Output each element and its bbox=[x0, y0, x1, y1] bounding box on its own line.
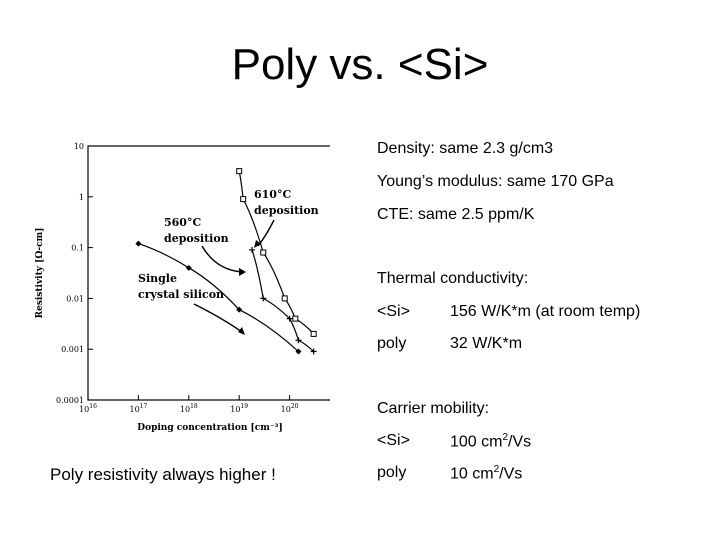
data-point-0 bbox=[240, 196, 247, 203]
x-tick-base: 10 bbox=[79, 405, 89, 414]
annotation-610c-line2: deposition bbox=[254, 204, 319, 217]
thermal-si-label: <Si> bbox=[377, 303, 410, 320]
x-axis-label: Doping concentration [cm⁻³] bbox=[137, 423, 282, 433]
cte-text: CTE: same 2.5 ppm/K bbox=[377, 206, 535, 223]
plot-frame bbox=[87, 145, 330, 401]
x-tick-exponent: 17 bbox=[140, 403, 148, 410]
arrow-single bbox=[193, 303, 243, 333]
y-tick-label: 0.001 bbox=[61, 345, 84, 354]
youngs-modulus-text: Young’s modulus: same 170 GPa bbox=[377, 173, 614, 190]
x-tick-exponent: 19 bbox=[240, 403, 248, 410]
data-point-1 bbox=[286, 315, 293, 322]
thermal-heading: Thermal conductivity: bbox=[377, 270, 529, 287]
mobility-heading: Carrier mobility: bbox=[377, 400, 490, 417]
density-text: Density: same 2.3 g/cm3 bbox=[377, 140, 554, 157]
x-tick-exponent: 16 bbox=[89, 403, 97, 410]
chart-caption: Poly resistivity always higher ! bbox=[50, 465, 276, 484]
mobility-poly-label: poly bbox=[377, 464, 407, 481]
x-tick-exponent: 20 bbox=[291, 403, 299, 410]
data-point-2 bbox=[185, 264, 192, 271]
y-axis-label: Resistivity [Ω-cm] bbox=[35, 228, 45, 319]
data-point-0 bbox=[292, 315, 299, 322]
thermal-poly-value: 32 W/K*m bbox=[450, 335, 523, 352]
x-tick-label: 1019 bbox=[230, 403, 248, 414]
annotation-610c: 610°C deposition bbox=[254, 188, 319, 217]
data-point-0 bbox=[236, 168, 243, 175]
data-point-1 bbox=[310, 348, 317, 355]
annotation-560c-line2: deposition bbox=[164, 232, 229, 245]
x-tick-base: 10 bbox=[129, 405, 139, 414]
data-point-0 bbox=[310, 330, 317, 337]
data-point-0 bbox=[260, 249, 267, 256]
x-tick-label: 1016 bbox=[79, 403, 97, 414]
annotation-single-line1: Single bbox=[138, 272, 177, 285]
x-tick-label: 1018 bbox=[180, 403, 198, 414]
mobility-poly-value: 10 cm2/Vs bbox=[450, 464, 523, 483]
x-tick-exponent: 18 bbox=[190, 403, 198, 410]
arrow-610c bbox=[257, 219, 275, 247]
data-point-2 bbox=[135, 240, 142, 247]
annotation-single-line2: crystal silicon bbox=[138, 288, 224, 301]
y-tick-label: 0.01 bbox=[66, 294, 84, 303]
y-tick-label: 0.1 bbox=[71, 244, 84, 253]
arrow-560c bbox=[201, 245, 243, 273]
data-point-1 bbox=[295, 337, 302, 344]
thermal-si-value: 156 W/K*m (at room temp) bbox=[450, 303, 641, 320]
arrowhead-single bbox=[238, 327, 245, 335]
x-tick-base: 10 bbox=[180, 405, 190, 414]
y-tick-label: 0.0001 bbox=[56, 396, 84, 405]
arrowhead-610c bbox=[254, 240, 261, 248]
mobility-si-label: <Si> bbox=[377, 432, 410, 449]
data-point-1 bbox=[260, 295, 267, 302]
y-tick-label: 10 bbox=[74, 142, 84, 151]
thermal-poly-label: poly bbox=[377, 335, 407, 352]
x-tick-base: 10 bbox=[281, 405, 291, 414]
x-tick-label: 1020 bbox=[281, 403, 299, 414]
mobility-si-value: 100 cm2/Vs bbox=[450, 432, 532, 451]
arrowhead-560c bbox=[239, 268, 246, 276]
x-tick-base: 10 bbox=[230, 405, 240, 414]
data-point-2 bbox=[236, 306, 243, 313]
annotation-single-crystal: Single crystal silicon bbox=[138, 272, 224, 301]
data-point-1 bbox=[249, 246, 256, 253]
data-point-0 bbox=[281, 295, 288, 302]
annotation-610c-line1: 610°C bbox=[254, 188, 291, 201]
x-tick-label: 1017 bbox=[129, 403, 147, 414]
page-title: Poly vs. <Si> bbox=[231, 40, 489, 89]
y-tick-label: 1 bbox=[79, 193, 84, 202]
annotation-560c-line1: 560°C bbox=[164, 216, 201, 229]
series-line-2 bbox=[138, 243, 299, 352]
annotation-560c: 560°C deposition bbox=[164, 216, 229, 245]
data-point-2 bbox=[295, 348, 302, 355]
